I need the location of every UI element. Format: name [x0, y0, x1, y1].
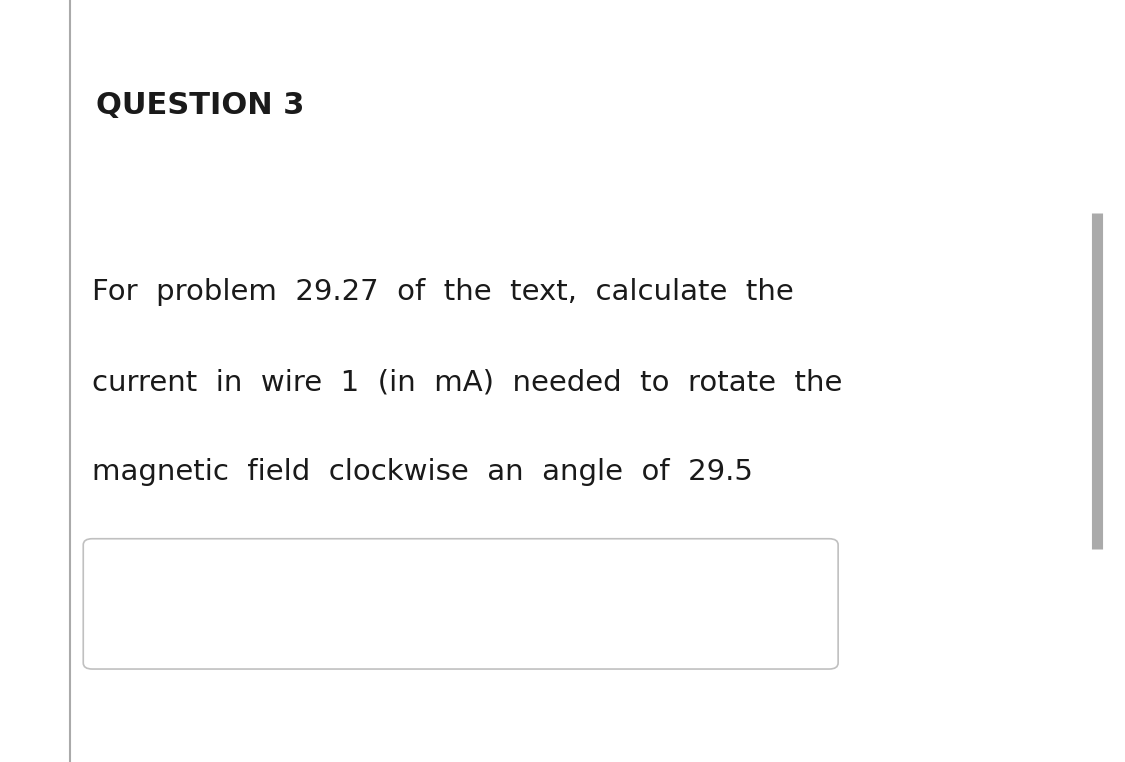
Text: For  problem  29.27  of  the  text,  calculate  the: For problem 29.27 of the text, calculate… — [92, 278, 794, 306]
Text: magnetic  field  clockwise  an  angle  of  29.5: magnetic field clockwise an angle of 29.… — [92, 458, 753, 486]
Text: current  in  wire  1  (in  mA)  needed  to  rotate  the: current in wire 1 (in mA) needed to rota… — [92, 368, 843, 396]
Text: degrees.  5 sig.  figs.: degrees. 5 sig. figs. — [92, 548, 396, 576]
Text: QUESTION 3: QUESTION 3 — [96, 91, 304, 120]
